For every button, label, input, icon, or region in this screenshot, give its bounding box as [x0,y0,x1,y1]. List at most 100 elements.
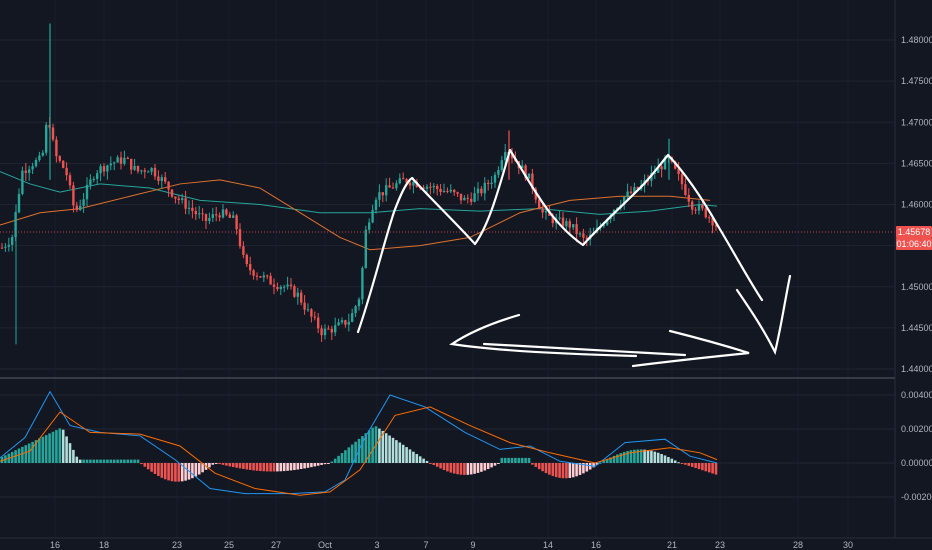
candle-body [184,198,187,209]
macd-bar [714,463,718,475]
macd-bar [639,449,643,463]
macd-bar [660,454,663,463]
macd-bar [214,463,218,464]
macd-bar [72,449,75,463]
macd-bar [697,463,701,470]
candle-body [633,187,636,193]
candle-body [300,292,303,303]
macd-bar [293,463,296,471]
macd-bar [225,463,228,466]
macd-bar [622,451,626,463]
macd-bar [605,459,609,463]
macd-bar [85,459,89,463]
macd-bar [38,438,41,463]
candle-body [82,199,85,206]
candle-body [245,254,248,265]
macd-bar [653,451,657,463]
macd-bar [347,447,351,463]
candle-body [99,166,102,174]
macd-bar [395,440,398,463]
macd-bar [432,463,436,466]
macd-bar [279,463,283,472]
macd-axis[interactable]: 0.00400 0.00200 0.00000 -0.00200 [901,390,932,502]
candle-body [51,127,55,140]
candle-body [561,217,565,227]
candle-body [337,322,340,326]
macd-bar [313,463,317,467]
macd-bar [517,457,521,463]
candle-body [218,215,221,218]
macd-bar [646,450,650,463]
macd-bar [252,463,255,471]
candle-body [228,214,231,218]
macd-bar [500,457,504,463]
moving-averages [0,171,718,251]
candle-body [170,189,174,197]
candle-body [551,215,554,224]
price-tick-label: 1.48000 [901,35,932,45]
last-price-text: 1.45678 [898,227,931,237]
macd-bar [89,459,92,463]
candle-body [429,186,432,188]
macd-bar [126,459,130,463]
candle-body [708,217,711,219]
macd-bar [160,463,164,478]
macd-bar [41,436,45,463]
macd-bar [75,456,79,463]
candle-body [568,221,571,228]
candle-body [133,165,136,170]
macd-bar [136,459,140,463]
candle-body [286,284,289,287]
candle-body [578,233,582,235]
macd-bar [364,433,368,463]
macd-bar [123,459,126,463]
macd-bar [82,459,85,463]
macd-bar [197,463,201,475]
macd-bar [439,463,442,469]
candle-body [177,198,180,200]
price-axis[interactable]: 1.480001.475001.470001.465001.460001.455… [901,35,932,374]
candle-body [531,173,534,190]
candle-body [711,218,714,226]
candle-body [357,299,361,307]
macd-bar [65,436,68,463]
price-tick-label: 1.46500 [901,158,932,168]
candle-body [174,196,177,199]
candle-body [130,158,133,170]
candle-body [323,328,327,336]
candle-body [395,183,398,189]
macd-bar [286,463,289,471]
macd-bar [129,459,133,463]
candle-body [714,225,718,227]
macd-bar [599,462,602,464]
time-tick-label: 3 [374,540,379,550]
candle-body [697,204,701,211]
candle-body [259,276,262,278]
time-tick-label: 18 [99,540,109,550]
time-axis[interactable]: 16 18 23 25 27 Oct 3 7 9 14 16 21 23 28 30 [50,540,853,550]
macd-bar [384,433,388,463]
macd-bar [422,458,425,463]
arrow-head-drawing [735,274,792,356]
macd-bar [242,463,245,469]
macd-bar [68,443,72,463]
candle-body [408,182,412,186]
macd-bar [381,430,385,463]
candle-body [582,233,585,238]
candle-body [269,275,272,285]
macd-tick-label: -0.00200 [901,492,932,502]
candle-body [208,217,211,221]
macd-tick-label: 0.00400 [901,390,932,400]
macd-bar [711,463,714,474]
candle-body [289,284,293,287]
candle-body [75,205,78,210]
candle-body [238,229,242,247]
candle-body [575,224,578,235]
ma-long-line [0,171,718,215]
macd-bar [486,463,490,470]
macd-bar [34,440,38,463]
macd-bar [163,463,167,480]
macd-bar [272,463,276,472]
